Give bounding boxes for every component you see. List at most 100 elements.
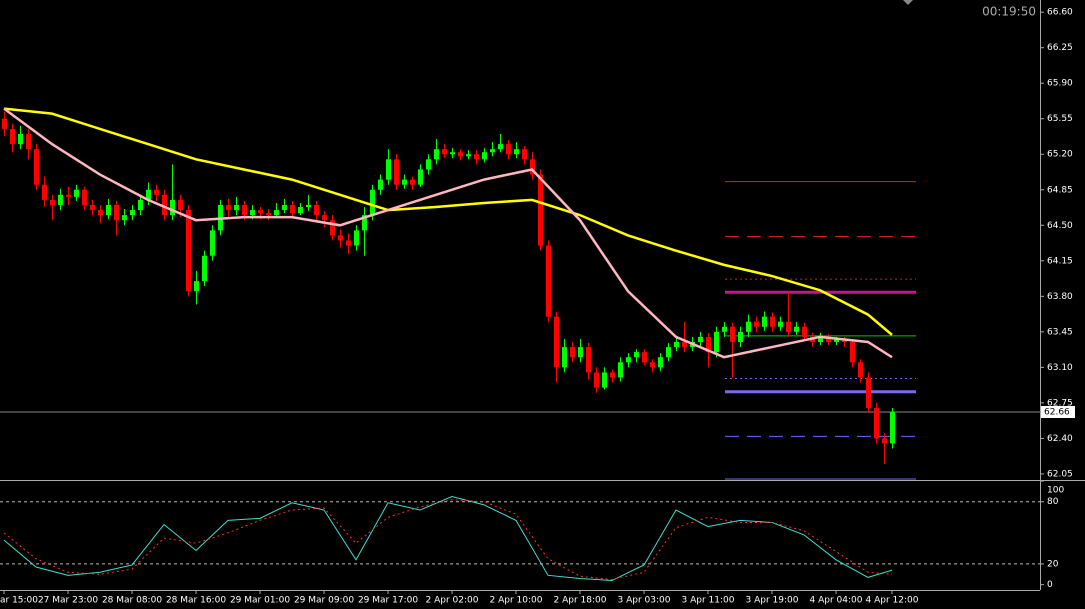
y-tick-label: 62.40 bbox=[1047, 434, 1073, 444]
x-tick-label: 29 Mar 01:00 bbox=[230, 596, 290, 606]
candle-body bbox=[210, 230, 215, 256]
candle-body bbox=[154, 189, 159, 195]
candle-body bbox=[378, 179, 383, 190]
candle-body bbox=[98, 210, 103, 216]
candle-body bbox=[626, 357, 631, 363]
candle-body bbox=[362, 215, 367, 231]
candle-body bbox=[58, 194, 63, 205]
candle-body bbox=[242, 204, 247, 216]
candle-body bbox=[658, 357, 663, 368]
candle-body bbox=[370, 189, 375, 216]
candle-body bbox=[602, 372, 607, 388]
candle-body bbox=[514, 149, 519, 155]
x-tick-label: 27 Mar 23:00 bbox=[38, 596, 98, 606]
x-tick-label: 4 Apr 12:00 bbox=[866, 596, 919, 606]
osc-tick-label: 100 bbox=[1047, 486, 1064, 496]
candle-body bbox=[138, 199, 143, 211]
candle-body bbox=[314, 204, 319, 216]
candle-body bbox=[530, 159, 535, 175]
candle-body bbox=[498, 144, 503, 150]
y-tick-label: 64.15 bbox=[1047, 256, 1073, 266]
x-tick-label: 2 Apr 18:00 bbox=[554, 596, 607, 606]
candle-body bbox=[34, 149, 39, 185]
x-tick-label: 29 Mar 09:00 bbox=[294, 596, 354, 606]
y-tick-label: 63.80 bbox=[1047, 292, 1073, 302]
candle-body bbox=[770, 316, 775, 327]
candle-body bbox=[10, 128, 15, 145]
candle-body bbox=[674, 341, 679, 348]
candle-body bbox=[826, 336, 831, 342]
y-tick-label: 66.25 bbox=[1047, 43, 1073, 53]
last-price-box bbox=[1041, 406, 1075, 419]
x-tick-label: 4 Apr 04:00 bbox=[810, 596, 863, 606]
candle-body bbox=[682, 341, 687, 348]
candle-body bbox=[458, 152, 463, 157]
candle-body bbox=[354, 230, 359, 246]
candle-body bbox=[834, 338, 839, 342]
candle-body bbox=[66, 194, 71, 197]
candle-body bbox=[106, 204, 111, 216]
candle-body bbox=[274, 210, 279, 216]
candle-body bbox=[578, 347, 583, 358]
candle-body bbox=[618, 362, 623, 378]
timer: 00:19:50 bbox=[982, 5, 1036, 19]
last-price-label: 62.66 bbox=[1044, 408, 1070, 418]
candle-body bbox=[562, 347, 567, 368]
candle-body bbox=[874, 407, 879, 439]
candle-body bbox=[890, 412, 895, 444]
candle-body bbox=[442, 149, 447, 155]
candle-body bbox=[386, 159, 391, 180]
osc-tick-label: 20 bbox=[1047, 559, 1059, 569]
candle-body bbox=[858, 362, 863, 378]
x-tick-label: 2 Apr 10:00 bbox=[490, 596, 543, 606]
candle-body bbox=[330, 220, 335, 236]
candle-body bbox=[122, 215, 127, 221]
x-tick-label: 29 Mar 17:00 bbox=[358, 596, 418, 606]
candle-body bbox=[290, 204, 295, 214]
x-tick-label: 2 Apr 02:00 bbox=[426, 596, 479, 606]
candle-body bbox=[2, 118, 7, 129]
y-tick-label: 63.10 bbox=[1047, 363, 1073, 373]
candle-body bbox=[322, 215, 327, 221]
candle-body bbox=[162, 194, 167, 216]
y-tick-label: 62.75 bbox=[1047, 398, 1073, 408]
candle-body bbox=[634, 352, 639, 358]
y-tick-label: 64.85 bbox=[1047, 185, 1073, 195]
candle-body bbox=[306, 204, 311, 208]
candle-body bbox=[762, 316, 767, 327]
y-tick-label: 65.20 bbox=[1047, 150, 1073, 160]
candle-body bbox=[554, 316, 559, 368]
candle-body bbox=[426, 159, 431, 170]
candle-body bbox=[42, 184, 47, 200]
candle-body bbox=[730, 326, 735, 342]
candle-body bbox=[266, 213, 271, 216]
candle-body bbox=[410, 179, 415, 185]
moving-average bbox=[3, 107, 893, 359]
y-tick-label: 64.50 bbox=[1047, 221, 1073, 231]
candle-body bbox=[482, 152, 487, 160]
candle-body bbox=[450, 152, 455, 155]
candle-body bbox=[666, 347, 671, 358]
candle-body bbox=[418, 169, 423, 185]
osc-tick-label: 0 bbox=[1047, 580, 1053, 590]
candle-body bbox=[706, 336, 711, 353]
candle-body bbox=[650, 362, 655, 368]
y-tick-label: 65.55 bbox=[1047, 114, 1073, 124]
candle-body bbox=[282, 204, 287, 211]
candle-body bbox=[170, 199, 175, 216]
x-tick-label: 3 Apr 11:00 bbox=[682, 596, 735, 606]
candle-body bbox=[250, 210, 255, 216]
candle-body bbox=[346, 240, 351, 246]
candle-body bbox=[850, 341, 855, 363]
candle-body bbox=[746, 321, 751, 332]
candle-body bbox=[714, 331, 719, 353]
candle-body bbox=[82, 189, 87, 205]
candle-body bbox=[882, 438, 887, 444]
moving-average bbox=[3, 107, 893, 336]
candle-body bbox=[818, 336, 823, 342]
candle-body bbox=[538, 174, 543, 246]
candle-body bbox=[594, 372, 599, 388]
candle-body bbox=[778, 321, 783, 327]
candle-body bbox=[74, 189, 79, 197]
x-tick-label: 28 Mar 16:00 bbox=[166, 596, 226, 606]
